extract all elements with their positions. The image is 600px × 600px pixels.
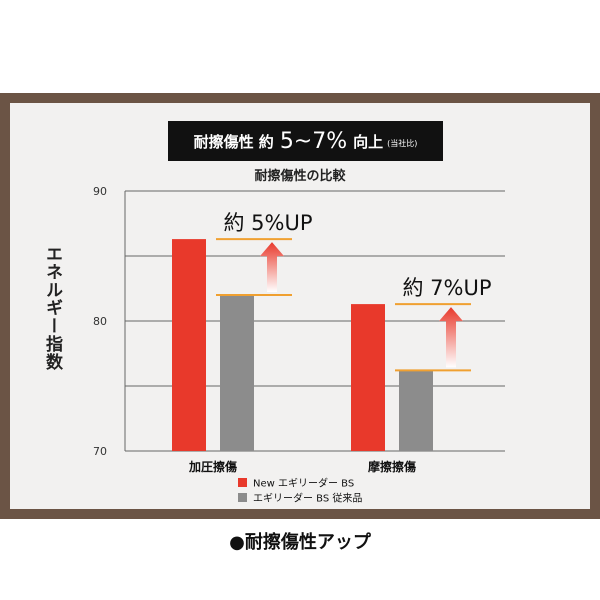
chart-title: 耐擦傷性の比較 [254, 169, 346, 184]
chart-frame: 耐擦傷性 約 5~7% 向上 (当社比) 耐擦傷性の比較 エネルギー指数 [0, 93, 600, 519]
x-category-label: 摩擦擦傷 [368, 459, 416, 474]
legend-label: エギリーダー BS 従来品 [253, 492, 362, 505]
banner-note: (当社比) [387, 138, 418, 148]
bar [172, 239, 206, 451]
legend-label: New エギリーダー BS [253, 477, 354, 490]
improvement-label: 約 7%UP [402, 276, 491, 300]
bar [351, 304, 385, 451]
banner-lead: 耐擦傷性 約 [193, 132, 274, 151]
up-arrow [260, 242, 284, 292]
legend-swatch [238, 478, 247, 487]
chart-panel: 耐擦傷性 約 5~7% 向上 (当社比) 耐擦傷性の比較 エネルギー指数 [10, 103, 590, 509]
y-axis-label: エネルギー指数 [42, 245, 62, 371]
up-arrow [439, 307, 463, 368]
banner-percent: 5~7% [279, 128, 348, 154]
banner-tail: 向上 [353, 132, 384, 151]
bar [220, 295, 254, 451]
x-category-label: 加圧擦傷 [188, 459, 237, 474]
y-tick-label: 90 [93, 185, 107, 198]
y-tick-label: 80 [93, 315, 107, 328]
caption: ●耐擦傷性アップ [229, 532, 371, 553]
improvement-label: 約 5%UP [223, 211, 312, 235]
headline-banner: 耐擦傷性 約 5~7% 向上 (当社比) [168, 121, 443, 161]
legend-swatch [238, 493, 247, 502]
y-tick-label: 70 [93, 445, 107, 458]
bar [399, 370, 433, 451]
